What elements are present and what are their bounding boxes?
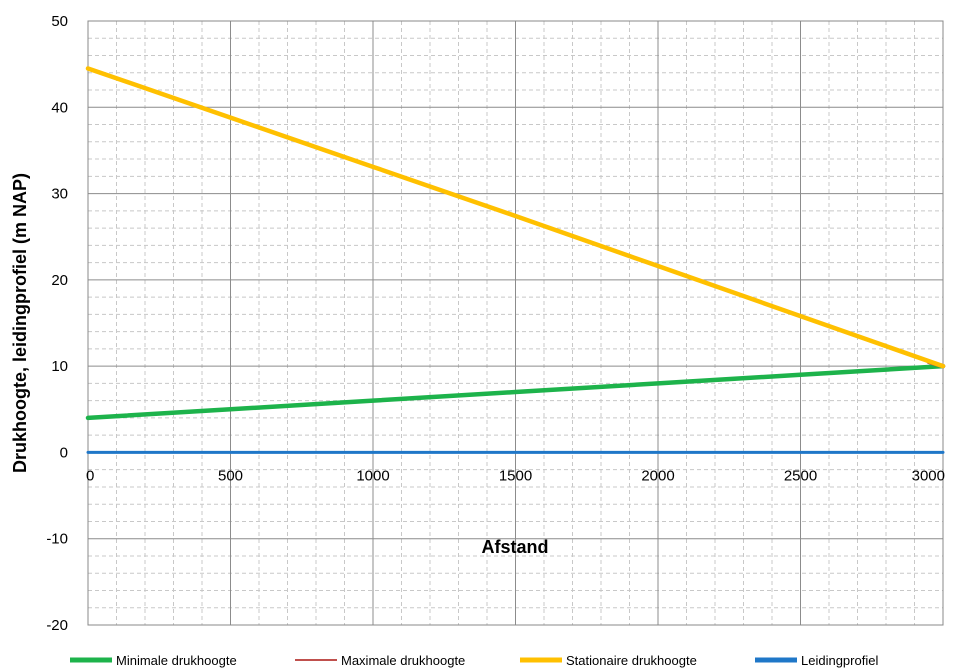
x-tick-labels: 0 500 1000 1500 2000 2500 3000 — [86, 467, 945, 484]
series-layer — [85, 66, 946, 454]
y-tick-label: 0 — [60, 444, 68, 461]
y-axis-title: Drukhoogte, leidingprofiel (m NAP) — [10, 173, 30, 473]
legend-item: Stationaire drukhoogte — [520, 653, 697, 668]
legend-item: Leidingprofiel — [755, 653, 878, 668]
legend: Minimale drukhoogte Maximale drukhoogte St… — [70, 653, 878, 668]
x-axis-title: Afstand — [482, 537, 549, 557]
y-tick-label: -10 — [46, 531, 68, 548]
y-tick-label: -20 — [46, 617, 68, 634]
y-tick-label: 40 — [51, 99, 68, 116]
y-tick-label: 50 — [51, 13, 68, 30]
x-tick-label: 0 — [86, 467, 94, 484]
x-tick-label: 2000 — [641, 467, 674, 484]
y-tick-label: 20 — [51, 272, 68, 289]
x-tick-label: 3000 — [912, 467, 945, 484]
series-line-stationaire-drukhoogte — [85, 66, 946, 369]
series-line-minimale-drukhoogte — [85, 363, 946, 421]
x-tick-label: 2500 — [784, 467, 817, 484]
legend-label: Minimale drukhoogte — [116, 653, 237, 668]
legend-item: Minimale drukhoogte — [70, 653, 237, 668]
x-tick-label: 1500 — [499, 467, 532, 484]
y-tick-label: 30 — [51, 186, 68, 203]
plot-area-border — [87, 20, 944, 626]
y-tick-labels: -20 -10 0 10 20 30 40 50 — [46, 13, 68, 634]
legend-label: Leidingprofiel — [801, 653, 878, 668]
legend-label: Maximale drukhoogte — [341, 653, 465, 668]
x-tick-label: 500 — [218, 467, 243, 484]
legend-item: Maximale drukhoogte — [295, 653, 465, 668]
x-tick-label: 1000 — [356, 467, 389, 484]
legend-label: Stationaire drukhoogte — [566, 653, 697, 668]
y-tick-label: 10 — [51, 358, 68, 375]
